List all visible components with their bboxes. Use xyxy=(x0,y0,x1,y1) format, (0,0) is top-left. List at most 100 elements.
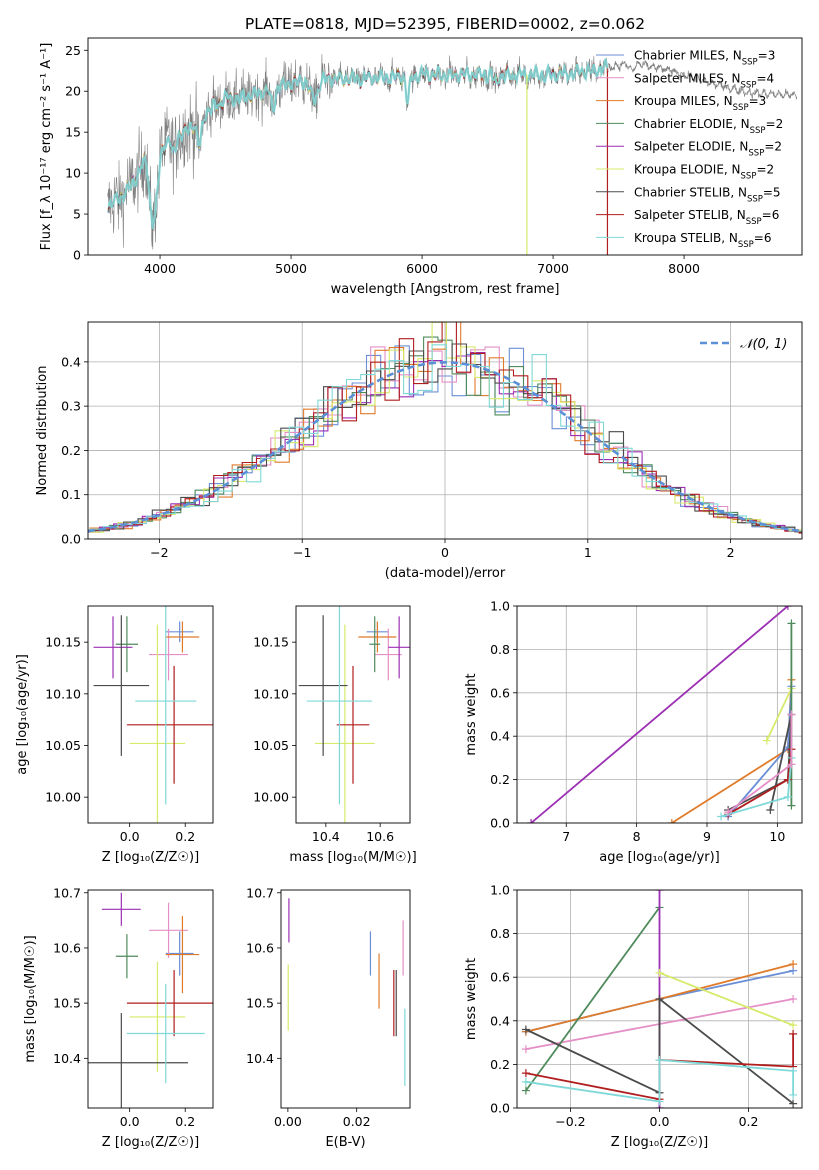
x-tick-label: −1 xyxy=(293,545,311,560)
axes-frame xyxy=(295,605,411,824)
x-axis-label: mass [log₁₀(M/M☉)] xyxy=(289,850,416,865)
y-axis-label: mass weight xyxy=(464,958,479,1040)
mass-weight-marker xyxy=(655,995,664,1003)
mass-weight-marker xyxy=(521,1086,530,1095)
plot-area-mass_vs_ebv xyxy=(287,898,406,1086)
axes-frame xyxy=(516,605,803,824)
residual-histogram xyxy=(89,344,802,532)
x-tick-label: 10.4 xyxy=(312,829,340,844)
y-tick-label: 0.0 xyxy=(490,816,510,831)
axes-age_vs_Z: 0.0 0.2 10.00 10.05 10.10 10.15 Z [log₁₀(Z/Z☉)… xyxy=(15,605,214,865)
x-tick-label: 0.2 xyxy=(175,829,195,844)
legend-entry: Chabrier MILES, NSSP=3 xyxy=(634,49,775,68)
legend-entry: Chabrier ELODIE, NSSP=2 xyxy=(634,117,783,136)
y-tick-label: 10.4 xyxy=(53,1051,81,1066)
plot-area-weight_vs_age xyxy=(517,606,802,823)
x-tick-label: 9 xyxy=(703,829,711,844)
x-axis-label: age [log₁₀(age/yr)] xyxy=(599,850,720,865)
legend-subscript: SSP xyxy=(748,149,764,159)
x-tick-label: 2 xyxy=(727,545,735,560)
mass-weight-marker xyxy=(521,1077,530,1086)
mass-weight-marker xyxy=(789,1090,798,1099)
x-tick-label: 8 xyxy=(633,829,641,844)
legend-subscript: SSP xyxy=(750,126,766,136)
y-tick-label: 0.2 xyxy=(490,1057,510,1072)
mass-weight-marker xyxy=(521,1025,530,1034)
y-tick-label: 10.6 xyxy=(246,940,274,955)
model-spectrum xyxy=(107,60,608,227)
y-tick-label: 0.2 xyxy=(490,772,510,787)
y-tick-label: 25 xyxy=(65,43,81,58)
y-tick-label: 0.1 xyxy=(61,487,81,502)
mass-weight-line xyxy=(727,714,793,813)
axes-frame xyxy=(280,889,411,1109)
observed-spectrum xyxy=(107,54,609,250)
panels: 4000 5000 6000 7000 80000510152025wavelength… xyxy=(15,37,803,1150)
x-tick-label: 0.00 xyxy=(274,1114,302,1129)
y-tick-label: 10.15 xyxy=(45,635,81,650)
y-tick-label: 0.6 xyxy=(490,970,510,985)
x-tick-label: 0.0 xyxy=(120,829,140,844)
mass-weight-line xyxy=(659,971,794,1027)
y-tick-label: 0.4 xyxy=(490,1013,510,1028)
mass-weight-marker xyxy=(787,710,796,719)
mass-weight-marker xyxy=(655,968,664,977)
mass-weight-marker xyxy=(789,1099,798,1108)
model-spectrum xyxy=(107,59,608,228)
legend-entry: 𝒩(0, 1) xyxy=(740,337,787,352)
residual-histogram xyxy=(88,346,802,533)
x-tick-label: 0.0 xyxy=(650,1114,670,1129)
x-tick-label: 0.2 xyxy=(739,1114,759,1129)
mass-weight-marker xyxy=(783,606,792,610)
mass-weight-marker xyxy=(789,960,798,969)
mass-weight-marker xyxy=(655,890,664,894)
mass-weight-marker xyxy=(655,1097,664,1106)
x-tick-label: 10 xyxy=(769,829,785,844)
legend-subscript: SSP xyxy=(738,240,754,250)
y-tick-label: 0.2 xyxy=(61,443,81,458)
y-tick-label: 10 xyxy=(65,166,81,181)
mass-weight-marker xyxy=(789,1029,798,1038)
y-tick-label: 10.00 xyxy=(253,790,289,805)
plot-area-residuals xyxy=(88,322,802,539)
y-tick-label: 0 xyxy=(73,248,81,263)
mass-weight-line xyxy=(727,714,793,811)
mass-weight-marker xyxy=(789,1021,798,1030)
y-tick-label: 10.10 xyxy=(45,686,81,701)
legend-entry: Kroupa MILES, NSSP=3 xyxy=(634,94,766,113)
mass-weight-marker xyxy=(787,760,796,769)
residual-histogram xyxy=(88,336,802,533)
normal-curve xyxy=(88,360,800,533)
x-tick-label: 6000 xyxy=(406,261,438,276)
mass-weight-marker xyxy=(724,808,733,817)
spectrum-legend: Chabrier MILES, NSSP=3 Salpeter MILES, NS… xyxy=(596,49,783,250)
x-axis-label: (data-model)/error xyxy=(385,566,506,581)
x-axis-label: Z [log₁₀(Z/Z☉)] xyxy=(611,1135,708,1150)
legend-subscript: SSP xyxy=(747,194,763,204)
mass-weight-line xyxy=(530,606,789,823)
x-axis-label: E(B-V) xyxy=(325,1135,365,1150)
y-axis-label: Normed distribution xyxy=(35,366,50,496)
axes-frame xyxy=(87,605,214,824)
y-tick-label: 15 xyxy=(65,125,81,140)
y-tick-label: 20 xyxy=(65,84,81,99)
y-tick-label: 0.4 xyxy=(490,729,510,744)
y-tick-label: 10.5 xyxy=(246,996,274,1011)
legend-entry: Chabrier STELIB, NSSP=5 xyxy=(634,185,781,204)
x-tick-label: 10.6 xyxy=(366,829,394,844)
y-axis-label: mass [log₁₀(M/M☉)] xyxy=(23,935,38,1062)
x-axis-label: Z [log₁₀(Z/Z☉)] xyxy=(102,1135,199,1150)
x-tick-label: 0 xyxy=(441,545,449,560)
y-tick-label: 10.7 xyxy=(246,885,274,900)
y-tick-label: 0.4 xyxy=(61,354,81,369)
plot-area-mass_vs_Z xyxy=(88,892,213,1108)
mass-weight-marker xyxy=(787,619,796,628)
plot-area-weight_vs_Z xyxy=(517,890,802,1108)
y-tick-label: 5 xyxy=(73,207,81,222)
axes-age_vs_mass: 10.4 10.6 10.00 10.05 10.10 10.15 mass [log₁₀(… xyxy=(253,605,417,865)
axes-weight_vs_age: 7 8 9 10 0.0 0.2 0.4 0.6 0.8 1.0 age [log₁₀(age/yr… xyxy=(464,599,803,865)
y-axis-label: age [log₁₀(age/yr)] xyxy=(15,654,30,775)
legend-entry: Salpeter MILES, NSSP=4 xyxy=(634,71,774,90)
y-tick-label: 0.8 xyxy=(490,642,510,657)
